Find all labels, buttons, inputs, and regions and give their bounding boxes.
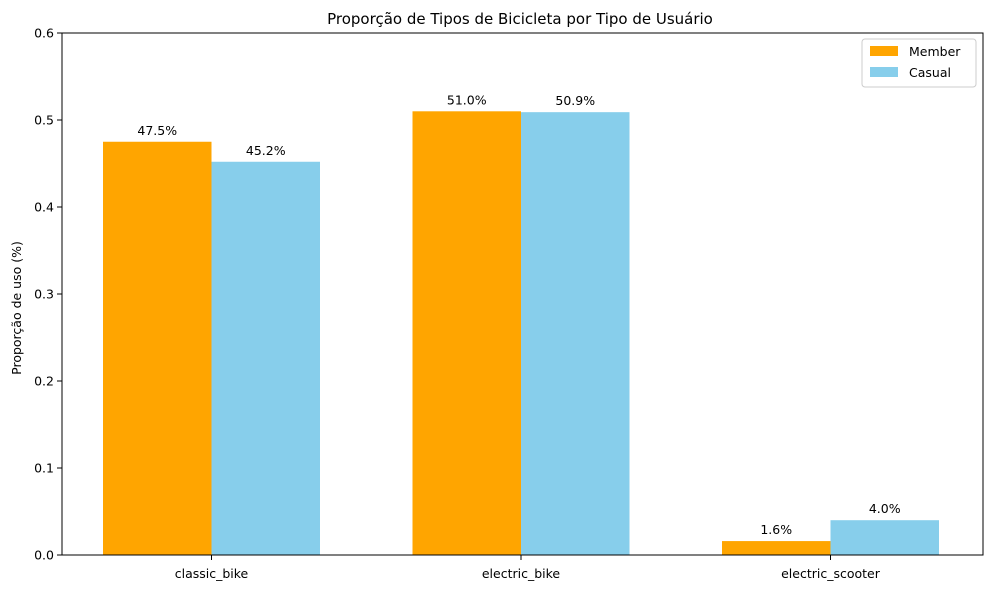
y-tick-label: 0.4 (34, 200, 54, 215)
x-tick-label: classic_bike (175, 566, 249, 581)
bar-casual-electric_bike (521, 112, 630, 556)
y-tick-label: 0.0 (34, 548, 54, 563)
bar-value-label: 4.0% (869, 501, 901, 516)
x-tick-label: electric_scooter (781, 566, 881, 581)
y-tick-label: 0.1 (34, 461, 54, 476)
bar-member-classic_bike (103, 141, 212, 555)
y-tick-label: 0.3 (34, 287, 54, 302)
x-tick-label: electric_bike (482, 566, 561, 581)
bar-value-label: 50.9% (555, 93, 595, 108)
y-tick-label: 0.6 (34, 26, 54, 41)
legend-label-member: Member (909, 44, 961, 59)
bar-value-label: 45.2% (246, 143, 286, 158)
legend-label-casual: Casual (909, 65, 951, 80)
plot-frame (61, 32, 984, 556)
chart-title: Proporção de Tipos de Bicicleta por Tipo… (327, 10, 713, 28)
plot-area: 0.0 0.1 0.2 0.3 0.4 0.5 0.6 47.5% 45.2% classic_b… (34, 26, 939, 581)
bar-value-label: 47.5% (137, 123, 177, 138)
bar-value-label: 1.6% (760, 522, 792, 537)
bar-member-electric_bike (412, 111, 521, 556)
bar-member-electric_scooter (722, 541, 831, 555)
bar-value-label: 51.0% (447, 92, 487, 107)
bar-casual-classic_bike (211, 161, 320, 555)
legend: Member Casual (861, 38, 977, 88)
legend-swatch-casual (870, 67, 898, 77)
y-axis-label: Proporção de uso (%) (9, 241, 24, 375)
legend-swatch-member (870, 46, 898, 56)
y-tick-label: 0.2 (34, 374, 54, 389)
bar-casual-electric_scooter (830, 520, 939, 555)
y-tick-label: 0.5 (34, 113, 54, 128)
